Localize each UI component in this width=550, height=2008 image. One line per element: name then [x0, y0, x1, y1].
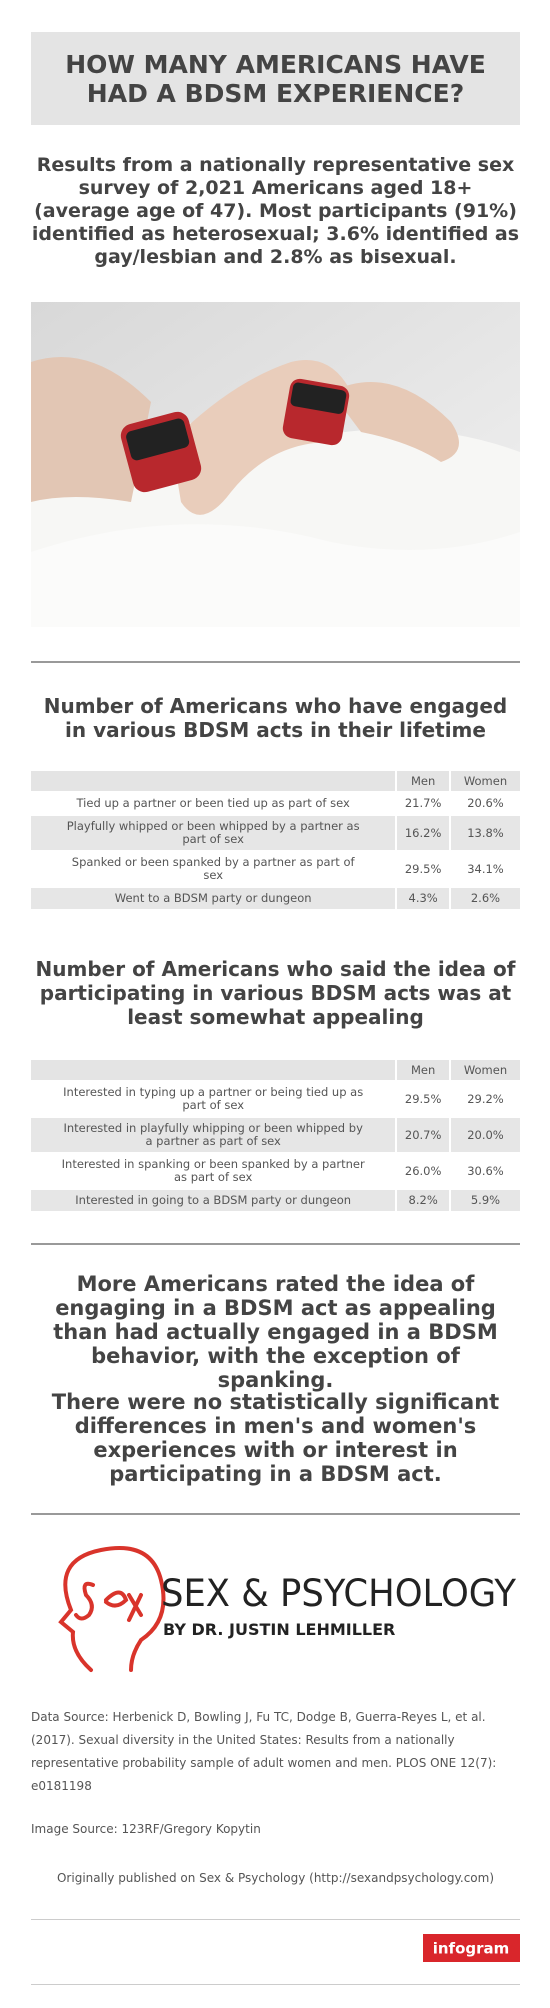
data-source: Data Source: Herbenick D, Bowling J, Fu …: [31, 1710, 497, 1793]
row: Interested in going to a BDSM party or d…: [31, 1190, 520, 1211]
badge-text[interactable]: infogram: [433, 1940, 510, 1958]
column-header: Men: [397, 771, 449, 791]
header-cell: [31, 771, 396, 791]
logo-byline: BY DR. JUSTIN LEHMILLER: [163, 1620, 395, 1639]
divider: [31, 1919, 520, 1920]
table: Men Women Interested in typing up a partne…: [29, 1058, 522, 1213]
value-cell: 30.6%: [467, 1163, 504, 1178]
section-heading: Number of Americans who said the idea of…: [35, 957, 516, 1029]
title-box: HOW MANY AMERICANS HAVE HAD A BDSM EXPER…: [31, 32, 520, 125]
value-cell: 29.5%: [404, 861, 442, 876]
value-cell: 4.3%: [397, 888, 449, 909]
logo-name: SEX & PSYCHOLOGY: [161, 1572, 516, 1615]
row: Spanked or been spanked by a partner as …: [31, 852, 520, 886]
table-box: Men Women Tied up a partner or been tied u…: [31, 769, 520, 911]
label-cell: Interested in playfully whipping or been…: [31, 1118, 396, 1152]
value-cell: 20.0%: [450, 1118, 520, 1152]
value-cell: 29.2%: [467, 1091, 504, 1106]
value-cell: 20.6%: [467, 796, 504, 810]
value-cell: 21.7%: [404, 796, 442, 810]
row: Tied up a partner or been tied up as par…: [31, 793, 520, 814]
row: Interested in spanking or been spanked b…: [31, 1154, 520, 1188]
divider: [31, 1984, 520, 1985]
column-header: Women: [450, 771, 520, 791]
header-cell: [31, 1060, 396, 1080]
divider: [31, 1243, 520, 1245]
value-cell: 13.8%: [450, 816, 520, 850]
value-cell: 29.5%: [404, 1091, 442, 1106]
value-cell: 20.7%: [397, 1118, 449, 1152]
table-box: Men Women Interested in typing up a partne…: [31, 1058, 520, 1213]
image-source: Image Source: 123RF/Gregory Kopytin: [31, 1822, 261, 1836]
published: Originally published on Sex & Psychology…: [56, 1871, 495, 1885]
value-cell: 34.1%: [467, 861, 504, 876]
infogram-badge[interactable]: infogram: [411, 1934, 520, 1974]
title: HOW MANY AMERICANS HAVE HAD A BDSM EXPER…: [65, 49, 486, 108]
column-header: Women: [450, 1060, 520, 1080]
value-cell: 2.6%: [450, 888, 520, 909]
row: Went to a BDSM party or dungeon 4.3% 2.6%: [31, 888, 520, 909]
value-cell: 8.2%: [397, 1190, 449, 1211]
section-heading: Number of Americans who have engaged in …: [43, 694, 508, 742]
value-cell: 5.9%: [450, 1190, 520, 1211]
photo: [31, 302, 520, 627]
header-row: Men Women: [31, 1060, 520, 1080]
conclusion: There were no statistically significant …: [51, 1390, 500, 1486]
column-header: Men: [397, 1060, 449, 1080]
row: Playfully whipped or been whipped by a p…: [31, 816, 520, 850]
label-cell: Playfully whipped or been whipped by a p…: [31, 816, 396, 850]
conclusion: More Americans rated the idea of engagin…: [53, 1272, 498, 1392]
row: Interested in playfully whipping or been…: [31, 1118, 520, 1152]
logo: SEX & PSYCHOLOGY BY DR. JUSTIN LEHMILLER: [58, 1546, 516, 1672]
divider: [31, 661, 520, 663]
label-cell: Went to a BDSM party or dungeon: [31, 888, 396, 909]
row: Interested in typing up a partner or bei…: [31, 1082, 520, 1116]
label-cell: Interested in going to a BDSM party or d…: [31, 1190, 396, 1211]
label-cell: Interested in spanking or been spanked b…: [61, 1157, 365, 1184]
table: Men Women Tied up a partner or been tied u…: [29, 769, 522, 911]
intro: Results from a nationally representative…: [31, 154, 520, 268]
label-cell: Tied up a partner or been tied up as par…: [76, 796, 350, 810]
value-cell: 16.2%: [397, 816, 449, 850]
label-cell: Interested in typing up a partner or bei…: [63, 1085, 364, 1112]
value-cell: 26.0%: [404, 1163, 442, 1178]
header-row: Men Women: [31, 771, 520, 791]
divider: [31, 1513, 520, 1515]
label-cell: Spanked or been spanked by a partner as …: [71, 855, 355, 882]
